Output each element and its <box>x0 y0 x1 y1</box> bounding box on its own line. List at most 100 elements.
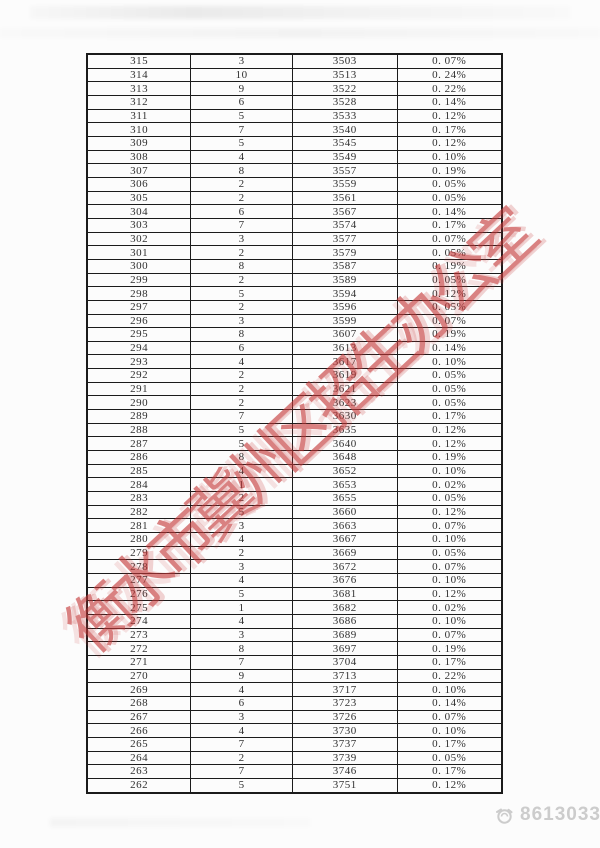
cumulative-cell: 3619 <box>291 368 398 383</box>
score-table-body: 315 3 3503 0. 07% 314 10 3513 0. 24% 313 9 3522 0. … <box>86 53 503 794</box>
cumulative-cell: 3513 <box>291 67 398 83</box>
table-row: 293 4 3617 0. 10% <box>86 354 503 370</box>
count-cell: 2 <box>190 491 293 506</box>
count-cell: 6 <box>190 340 293 356</box>
count-cell: 5 <box>190 135 293 151</box>
table-row: 287 5 3640 0. 12% <box>86 436 503 452</box>
percent-cell: 0. 05% <box>396 381 503 397</box>
percent-cell: 0. 05% <box>396 368 503 383</box>
table-row: 264 2 3739 0. 05% <box>86 750 503 766</box>
table-row: 311 5 3533 0. 12% <box>86 108 503 124</box>
score-cell: 276 <box>86 586 192 602</box>
percent-cell: 0. 14% <box>396 204 503 219</box>
count-cell: 6 <box>190 695 293 711</box>
table-row: 276 5 3681 0. 12% <box>86 586 503 602</box>
score-cell: 286 <box>86 450 192 465</box>
cumulative-cell: 3607 <box>291 327 398 342</box>
score-cell: 292 <box>86 368 192 383</box>
table-row: 271 7 3704 0. 17% <box>86 654 503 670</box>
cumulative-cell: 3739 <box>291 750 398 766</box>
scan-artifact <box>50 818 310 827</box>
score-cell: 285 <box>86 463 192 479</box>
count-cell: 3 <box>190 518 293 533</box>
score-cell: 312 <box>86 95 192 110</box>
table-row: 305 2 3561 0. 05% <box>86 190 503 206</box>
score-cell: 267 <box>86 709 192 725</box>
percent-cell: 0. 05% <box>396 395 503 411</box>
table-row: 279 2 3669 0. 05% <box>86 545 503 561</box>
cumulative-cell: 3667 <box>291 532 398 547</box>
cumulative-cell: 3751 <box>291 777 398 794</box>
count-cell: 4 <box>190 463 293 479</box>
percent-cell: 0. 02% <box>396 600 503 615</box>
table-row: 263 7 3746 0. 17% <box>86 764 503 779</box>
percent-cell: 0. 19% <box>396 450 503 465</box>
count-cell: 7 <box>190 122 293 137</box>
watermark-number: 8613033 <box>520 804 600 825</box>
table-row: 272 8 3697 0. 19% <box>86 641 503 656</box>
score-cell: 297 <box>86 299 192 315</box>
table-row: 281 3 3663 0. 07% <box>86 518 503 533</box>
percent-cell: 0. 10% <box>396 532 503 547</box>
score-cell: 269 <box>86 682 192 697</box>
percent-cell: 0. 05% <box>396 491 503 506</box>
count-cell: 4 <box>190 723 293 738</box>
score-cell: 279 <box>86 545 192 561</box>
table-row: 270 9 3713 0. 22% <box>86 668 503 684</box>
score-cell: 302 <box>86 231 192 247</box>
percent-cell: 0. 19% <box>396 327 503 342</box>
footer-watermark: 8613033 <box>494 804 600 826</box>
score-cell: 271 <box>86 654 192 670</box>
percent-cell: 0. 05% <box>396 750 503 766</box>
table-row: 262 5 3751 0. 12% <box>86 777 503 794</box>
count-cell: 2 <box>190 395 293 411</box>
count-cell: 2 <box>190 176 293 192</box>
table-row: 265 7 3737 0. 17% <box>86 736 503 752</box>
percent-cell: 0. 05% <box>396 299 503 315</box>
count-cell: 7 <box>190 654 293 670</box>
scan-artifact <box>0 28 600 38</box>
table-row: 269 4 3717 0. 10% <box>86 682 503 697</box>
percent-cell: 0. 10% <box>396 149 503 165</box>
cumulative-cell: 3669 <box>291 545 398 561</box>
score-cell: 270 <box>86 668 192 684</box>
table-row: 284 1 3653 0. 02% <box>86 477 503 493</box>
cumulative-cell: 3713 <box>291 668 398 684</box>
score-cell: 299 <box>86 272 192 288</box>
score-cell: 291 <box>86 381 192 397</box>
score-cell: 283 <box>86 491 192 506</box>
cumulative-cell: 3623 <box>291 395 398 411</box>
count-cell: 3 <box>190 313 293 329</box>
score-cell: 304 <box>86 204 192 219</box>
table-row: 283 2 3655 0. 05% <box>86 491 503 506</box>
percent-cell: 0. 07% <box>396 559 503 574</box>
cumulative-cell: 3528 <box>291 95 398 110</box>
count-cell: 2 <box>190 368 293 383</box>
score-cell: 275 <box>86 600 192 615</box>
count-cell: 4 <box>190 532 293 547</box>
percent-cell: 0. 05% <box>396 245 503 260</box>
percent-cell: 0. 07% <box>396 231 503 247</box>
count-cell: 8 <box>190 327 293 342</box>
score-cell: 303 <box>86 217 192 233</box>
cumulative-cell: 3676 <box>291 572 398 588</box>
count-cell: 3 <box>190 559 293 574</box>
table-row: 294 6 3613 0. 14% <box>86 340 503 356</box>
percent-cell: 0. 05% <box>396 190 503 206</box>
percent-cell: 0. 10% <box>396 613 503 629</box>
score-cell: 298 <box>86 286 192 301</box>
percent-cell: 0. 07% <box>396 53 503 69</box>
table-row: 295 8 3607 0. 19% <box>86 327 503 342</box>
cumulative-cell: 3617 <box>291 354 398 370</box>
percent-cell: 0. 12% <box>396 286 503 301</box>
cumulative-cell: 3533 <box>291 108 398 124</box>
cumulative-cell: 3630 <box>291 409 398 424</box>
count-cell: 5 <box>190 436 293 452</box>
cumulative-cell: 3717 <box>291 682 398 697</box>
table-row: 300 8 3587 0. 19% <box>86 258 503 274</box>
score-distribution-table: 315 3 3503 0. 07% 314 10 3513 0. 24% 313 9 3522 0. … <box>86 53 503 794</box>
table-row: 314 10 3513 0. 24% <box>86 67 503 83</box>
percent-cell: 0. 24% <box>396 67 503 83</box>
cumulative-cell: 3726 <box>291 709 398 725</box>
